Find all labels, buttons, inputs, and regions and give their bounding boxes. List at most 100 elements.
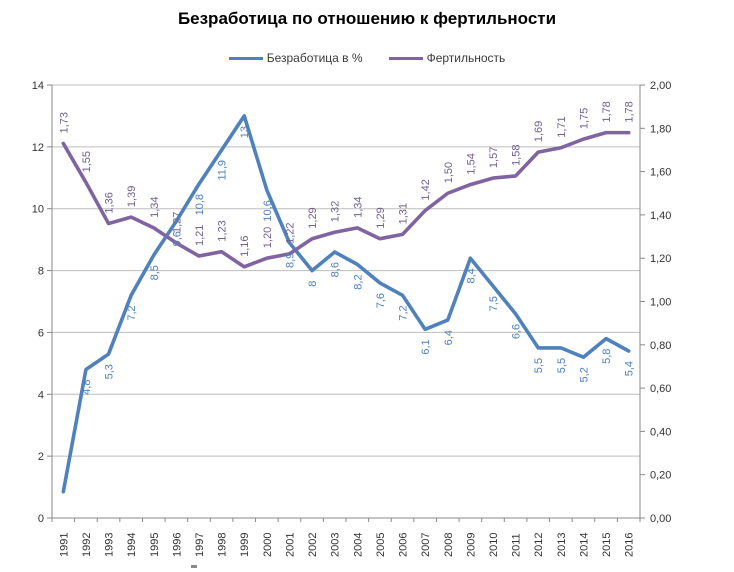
- data-label-fertility: 1,55: [81, 151, 93, 172]
- x-axis-category-label: 2013: [556, 533, 568, 557]
- x-axis-category-label: 2006: [398, 533, 410, 557]
- data-label-fertility: 1,58: [511, 145, 523, 166]
- legend-label-unemployment: Безработица в %: [266, 51, 363, 65]
- x-axis-category-label: 1993: [104, 533, 116, 557]
- x-axis-category-label: 1994: [126, 533, 138, 557]
- data-label-fertility: 1,73: [58, 112, 70, 133]
- x-axis-category-label: 2003: [330, 533, 342, 557]
- data-label-unemployment: 5,8: [601, 349, 613, 364]
- data-label-fertility: 1,27: [171, 212, 183, 233]
- data-label-unemployment: 7,2: [398, 305, 410, 320]
- data-label-unemployment: 10,8: [194, 194, 206, 215]
- right-axis-tick-label: 1,20: [650, 253, 671, 265]
- chart-title: Безработица по отношению к фертильности: [177, 9, 557, 28]
- series-line-unemployment: [61, 114, 631, 494]
- data-label-unemployment: 5,4: [624, 361, 636, 376]
- data-label-unemployment: 8: [307, 281, 319, 287]
- data-label-unemployment: 7,2: [126, 305, 138, 320]
- x-axis-category-label: 2012: [533, 533, 545, 557]
- left-axis-tick-label: 0: [38, 513, 44, 525]
- x-axis-category-label: 2002: [307, 533, 319, 557]
- data-label-fertility: 1,54: [465, 153, 477, 174]
- x-axis-category-label: 2004: [352, 533, 364, 557]
- data-label-unemployment: 8,5: [149, 265, 161, 280]
- data-label-fertility: 1,50: [443, 162, 455, 183]
- data-label-fertility: 1,29: [375, 207, 387, 228]
- data-label-unemployment: 10,6: [262, 200, 274, 221]
- data-label-fertility: 1,69: [533, 121, 545, 142]
- legend-line-swatch-unemployment: [228, 56, 263, 60]
- legend-item-fertility: Фертильность: [388, 51, 506, 65]
- x-axis-category-label: 2015: [601, 533, 613, 557]
- data-label-fertility: 1,78: [601, 101, 613, 122]
- data-label-fertility: 1,29: [307, 207, 319, 228]
- legend-label-fertility: Фертильность: [426, 51, 506, 65]
- data-label-fertility: 1,21: [194, 225, 206, 246]
- x-axis-category-label: 2011: [511, 533, 523, 557]
- data-label-fertility: 1,71: [556, 116, 568, 137]
- x-axis-category-label: 2016: [624, 533, 636, 557]
- data-label-unemployment: 6,1: [420, 339, 432, 354]
- x-axis-category-label: 1991: [58, 533, 70, 557]
- data-label-fertility: 1,23: [217, 220, 229, 241]
- data-label-unemployment: 7,6: [375, 293, 387, 308]
- x-axis-category-label: 1998: [217, 533, 229, 557]
- data-label-unemployment: 6,4: [443, 330, 455, 345]
- left-axis-tick-label: 4: [38, 389, 44, 401]
- data-label-unemployment: 8,4: [465, 268, 477, 283]
- data-label-unemployment: 6,6: [511, 324, 523, 339]
- right-axis-tick-label: 0,40: [650, 426, 671, 438]
- data-label-fertility: 1,34: [149, 196, 161, 217]
- data-label-unemployment: 13: [239, 126, 251, 138]
- x-axis-category-label: 1999: [239, 533, 251, 557]
- x-axis-category-label: 2001: [284, 533, 296, 557]
- data-label-unemployment: 4,8: [81, 380, 93, 395]
- x-axis-category-label: 1996: [171, 533, 183, 557]
- x-axis-category-label: 2007: [420, 533, 432, 557]
- legend-line-swatch-fertility: [388, 56, 423, 60]
- data-label-unemployment: 8,2: [352, 274, 364, 289]
- left-axis-tick-label: 6: [38, 327, 44, 339]
- data-label-unemployment: 9,6: [171, 231, 183, 246]
- data-label-fertility: 1,16: [239, 235, 251, 256]
- right-axis-tick-label: 0,80: [650, 340, 671, 352]
- right-axis-tick-label: 1,80: [650, 123, 671, 135]
- data-label-fertility: 1,78: [624, 101, 636, 122]
- x-axis-category-label: 2000: [262, 533, 274, 557]
- x-axis-category-label: 2008: [443, 533, 455, 557]
- data-label-fertility: 1,39: [126, 186, 138, 207]
- data-label-fertility: 1,34: [352, 196, 364, 217]
- x-axis-category-label: 1997: [194, 533, 206, 557]
- data-label-unemployment: 8,6: [330, 262, 342, 277]
- right-axis-tick-label: 0,20: [650, 470, 671, 482]
- chart-legend: Безработица в % Фертильность: [0, 49, 734, 67]
- x-axis-category-label: 2005: [375, 533, 387, 557]
- left-axis-tick-label: 14: [32, 80, 44, 92]
- left-axis-tick-label: 12: [32, 142, 44, 154]
- data-label-fertility: 1,31: [398, 203, 410, 224]
- x-axis-category-label: 1995: [149, 533, 161, 557]
- right-axis-tick-label: 2,00: [650, 80, 671, 92]
- data-label-unemployment: 11,9: [217, 160, 229, 181]
- right-axis-tick-label: 1,00: [650, 297, 671, 309]
- data-label-fertility: 1,36: [104, 192, 116, 213]
- data-label-unemployment: 5,3: [104, 364, 116, 379]
- legend-item-unemployment: Безработица в %: [228, 51, 363, 65]
- data-label-fertility: 1,75: [578, 108, 590, 129]
- left-axis-tick-label: 2: [38, 451, 44, 463]
- data-label-unemployment: 8,9: [284, 253, 296, 268]
- right-axis-tick-label: 0,00: [650, 513, 671, 525]
- data-label-fertility: 1,42: [420, 179, 432, 200]
- stray-mark: [191, 565, 197, 568]
- data-label-fertility: 1,57: [488, 147, 500, 168]
- x-axis-category-label: 1992: [81, 533, 93, 557]
- data-label-fertility: 1,22: [284, 222, 296, 243]
- data-label-unemployment: 7,5: [488, 296, 500, 311]
- x-axis-category-label: 2010: [488, 533, 500, 557]
- x-axis-category-label: 2009: [465, 533, 477, 557]
- left-axis-tick-label: 10: [32, 204, 44, 216]
- right-axis-tick-label: 1,40: [650, 210, 671, 222]
- right-axis-tick-label: 0,60: [650, 383, 671, 395]
- x-axis-category-label: 2014: [578, 533, 590, 557]
